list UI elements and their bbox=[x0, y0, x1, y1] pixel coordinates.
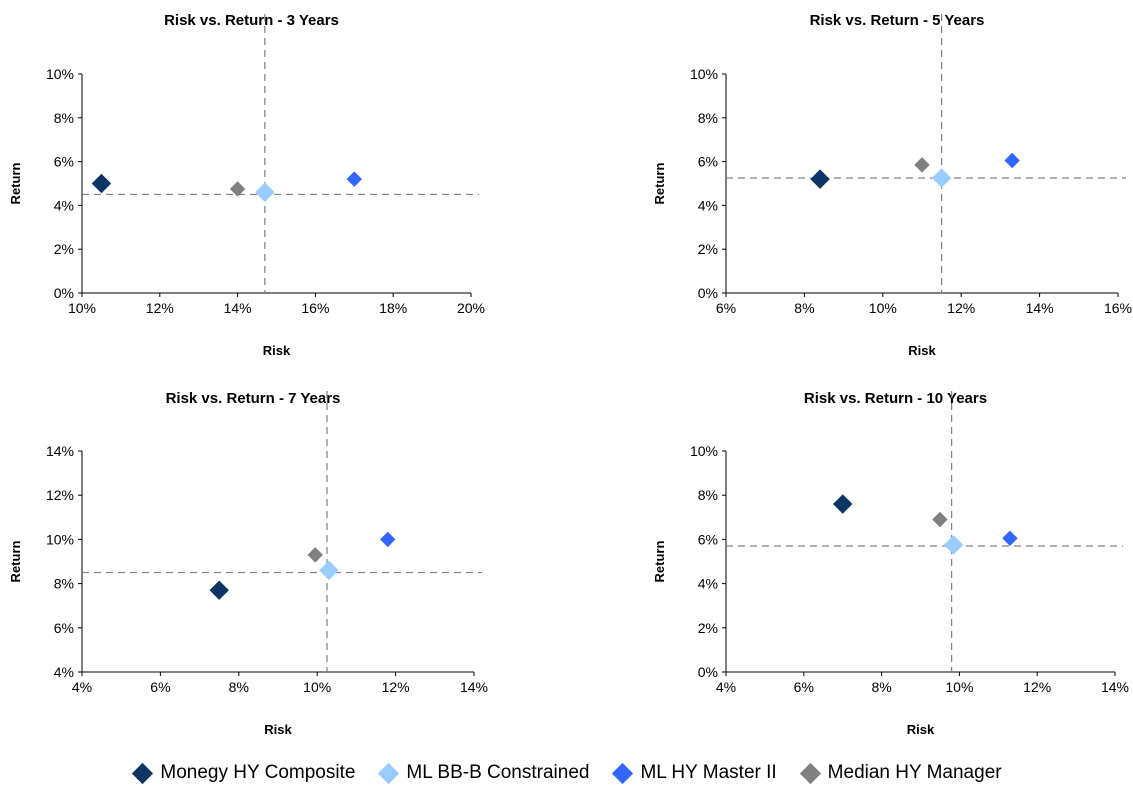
chart3-xtick-label: 10% bbox=[303, 679, 331, 695]
chart4-xtick-label: 6% bbox=[794, 679, 814, 695]
chart3-ytick-label: 8% bbox=[54, 576, 74, 592]
chart1-x-label: Risk bbox=[263, 343, 291, 358]
legend-label-monegy: Monegy HY Composite bbox=[160, 762, 356, 783]
chart1-title: Risk vs. Return - 3 Years bbox=[164, 12, 339, 29]
chart3-y-label: Return bbox=[8, 540, 23, 582]
chart2-xtick-label: 12% bbox=[947, 300, 975, 316]
chart2-point-ml-hy-master-ii bbox=[1004, 152, 1020, 169]
chart4-point-median-hy-manager bbox=[932, 511, 948, 528]
chart2-y-label: Return bbox=[652, 162, 667, 204]
chart-legend: Monegy HY Composite ML BB-B Constrained … bbox=[0, 760, 1133, 786]
chart4-ytick-label: 8% bbox=[698, 487, 718, 503]
chart1-xtick-label: 10% bbox=[68, 300, 96, 316]
chart3-ytick-label: 4% bbox=[54, 664, 74, 680]
chart2-x-label: Risk bbox=[908, 343, 936, 358]
chart2-ytick-label: 0% bbox=[698, 285, 718, 301]
legend-item-ml-bb-b: ML BB-B Constrained bbox=[377, 762, 589, 784]
chart2-ytick-label: 4% bbox=[698, 197, 718, 213]
chart2-point-monegy-hy-composite bbox=[810, 169, 830, 189]
chart1-ytick-label: 8% bbox=[54, 110, 74, 126]
legend-marker-median bbox=[799, 762, 821, 784]
chart1-ytick-label: 2% bbox=[54, 241, 74, 257]
chart4-ytick-label: 0% bbox=[698, 664, 718, 680]
chart3-xtick-label: 8% bbox=[229, 679, 249, 695]
chart1-xtick-label: 18% bbox=[379, 300, 407, 316]
chart2-xtick-label: 16% bbox=[1104, 300, 1132, 316]
chart1-point-ml-bb-b-constrained bbox=[255, 182, 275, 202]
chart1-point-monegy-hy-composite bbox=[91, 173, 112, 194]
legend-item-monegy: Monegy HY Composite bbox=[131, 762, 355, 784]
chart2-title: Risk vs. Return - 5 Years bbox=[810, 12, 985, 29]
chart3-ytick-label: 14% bbox=[46, 443, 74, 459]
chart4-xtick-label: 8% bbox=[871, 679, 891, 695]
chart2-xtick-label: 8% bbox=[794, 300, 814, 316]
chart4-point-ml-hy-master-ii bbox=[1002, 530, 1018, 547]
chart3-xtick-label: 12% bbox=[382, 679, 410, 695]
chart4-ytick-label: 2% bbox=[698, 620, 718, 636]
chart4-ytick-label: 6% bbox=[698, 531, 718, 547]
legend-label-median: Median HY Manager bbox=[827, 762, 1002, 783]
chart3-point-ml-bb-b-constrained bbox=[319, 560, 339, 581]
chart1-xtick-label: 20% bbox=[457, 300, 485, 316]
legend-label-ml-hy-master: ML HY Master II bbox=[640, 762, 777, 783]
chart2-point-ml-bb-b-constrained bbox=[931, 168, 952, 188]
chart2-point-median-hy-manager bbox=[914, 157, 930, 173]
chart3-point-ml-hy-master-ii bbox=[380, 531, 396, 548]
chart3-ytick-label: 10% bbox=[46, 531, 74, 547]
chart1-y-label: Return bbox=[8, 162, 23, 204]
chart3-point-monegy-hy-composite bbox=[209, 580, 229, 600]
chart4-point-ml-bb-b-constrained bbox=[943, 535, 964, 555]
chart3-title: Risk vs. Return - 7 Years bbox=[166, 390, 341, 407]
chart2-xtick-label: 14% bbox=[1026, 300, 1054, 316]
chart4-xtick-label: 14% bbox=[1101, 679, 1129, 695]
chart3-ytick-label: 6% bbox=[54, 620, 74, 636]
legend-item-ml-hy-master: ML HY Master II bbox=[611, 762, 777, 784]
chart4-x-label: Risk bbox=[907, 722, 935, 737]
legend-item-median: Median HY Manager bbox=[799, 762, 1002, 784]
chart2-xtick-label: 6% bbox=[716, 300, 736, 316]
chart1-ytick-label: 10% bbox=[46, 66, 74, 82]
chart1-xtick-label: 12% bbox=[146, 300, 174, 316]
chart1-point-ml-hy-master-ii bbox=[346, 171, 363, 187]
chart4-point-monegy-hy-composite bbox=[832, 494, 853, 514]
chart3-ytick-label: 12% bbox=[46, 487, 74, 503]
chart1-ytick-label: 4% bbox=[54, 197, 74, 213]
chart3-point-median-hy-manager bbox=[307, 547, 323, 563]
chart2-ytick-label: 8% bbox=[698, 110, 718, 126]
chart2-xtick-label: 10% bbox=[869, 300, 897, 316]
chart2-ytick-label: 2% bbox=[698, 241, 718, 257]
chart1-xtick-label: 16% bbox=[301, 300, 329, 316]
chart4-y-label: Return bbox=[652, 540, 667, 582]
legend-marker-ml-bb-b bbox=[378, 762, 400, 784]
chart1-ytick-label: 0% bbox=[54, 285, 74, 301]
chart2-ytick-label: 10% bbox=[690, 66, 718, 82]
chart1-point-median-hy-manager bbox=[229, 181, 246, 197]
legend-marker-monegy bbox=[132, 762, 154, 784]
chart4-xtick-label: 10% bbox=[945, 679, 973, 695]
chart4-ytick-label: 4% bbox=[698, 576, 718, 592]
chart3-xtick-label: 4% bbox=[72, 679, 92, 695]
chart4-xtick-label: 12% bbox=[1023, 679, 1051, 695]
chart1-xtick-label: 14% bbox=[224, 300, 252, 316]
chart3-x-label: Risk bbox=[264, 722, 292, 737]
chart3-xtick-label: 14% bbox=[460, 679, 488, 695]
chart4-xtick-label: 4% bbox=[716, 679, 736, 695]
chart1-ytick-label: 6% bbox=[54, 154, 74, 170]
chart3-xtick-label: 6% bbox=[150, 679, 170, 695]
legend-label-ml-bb-b: ML BB-B Constrained bbox=[406, 762, 590, 783]
legend-marker-ml-hy-master bbox=[612, 762, 634, 784]
chart2-ytick-label: 6% bbox=[698, 154, 718, 170]
chart4-ytick-label: 10% bbox=[690, 443, 718, 459]
chart4-title: Risk vs. Return - 10 Years bbox=[804, 390, 987, 407]
